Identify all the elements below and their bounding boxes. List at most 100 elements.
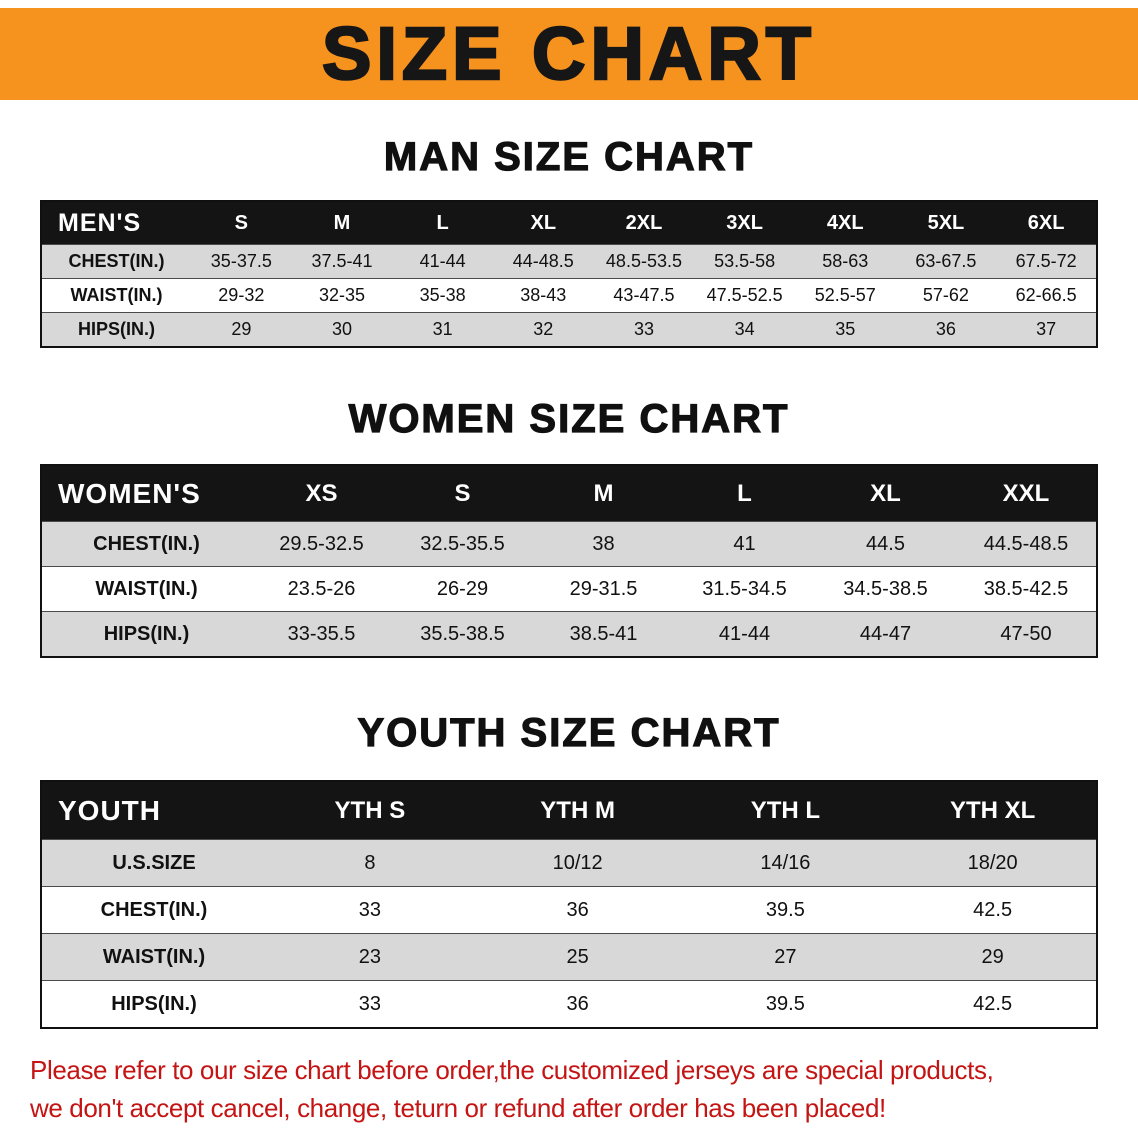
row-label: CHEST(IN.) — [41, 521, 251, 567]
size-value-cell: 29 — [889, 933, 1097, 981]
size-value-cell: 23 — [266, 933, 474, 981]
table-header-row: YOUTH YTH S YTH M YTH L YTH XL — [41, 781, 1097, 840]
size-value-cell: 33 — [266, 980, 474, 1028]
size-value-cell: 10/12 — [473, 839, 682, 887]
women-size-table: WOMEN'S XS S M L XL XXL CHEST(IN.) 29.5-32.5 32.5… — [0, 464, 1138, 658]
size-value-cell: 43-47.5 — [593, 278, 695, 313]
size-value-cell: 25 — [473, 933, 682, 981]
banner: SIZE CHART — [0, 8, 1138, 100]
size-value-cell: 33 — [593, 312, 695, 347]
size-column-header: XXL — [956, 465, 1097, 522]
men-size-section: MAN SIZE CHART MEN'S S M L XL 2XL 3XL 4XL 5XL 6XL… — [0, 134, 1138, 348]
table-row: HIPS(IN.) 33 36 39.5 42.5 — [41, 980, 1097, 1028]
youth-section-heading: YOUTH SIZE CHART — [357, 710, 781, 755]
size-value-cell: 32 — [492, 312, 594, 347]
size-value-cell: 18/20 — [889, 839, 1097, 887]
women-size-section: WOMEN SIZE CHART WOMEN'S XS S M L XL XXL CHEST(… — [0, 396, 1138, 658]
table-title-cell: YOUTH — [41, 781, 266, 840]
size-column-header: 4XL — [794, 201, 896, 245]
table-row: WAIST(IN.) 23 25 27 29 — [41, 933, 1097, 981]
size-value-cell: 31 — [392, 312, 493, 347]
size-value-cell: 33 — [266, 886, 474, 934]
table-title-cell: MEN'S — [41, 201, 191, 245]
row-label: HIPS(IN.) — [41, 611, 251, 657]
row-label: CHEST(IN.) — [41, 244, 191, 279]
size-value-cell: 44.5 — [815, 521, 956, 567]
size-value-cell: 48.5-53.5 — [593, 244, 695, 279]
size-value-cell: 34 — [694, 312, 795, 347]
youth-size-table: YOUTH YTH S YTH M YTH L YTH XL U.S.SIZE 8 10/12… — [0, 780, 1138, 1029]
size-value-cell: 42.5 — [889, 980, 1097, 1028]
size-value-cell: 32.5-35.5 — [392, 521, 533, 567]
size-column-header: 2XL — [593, 201, 695, 245]
youth-size-section: YOUTH SIZE CHART YOUTH YTH S YTH M YTH L YTH… — [0, 710, 1138, 1029]
size-value-cell: 38 — [533, 521, 674, 567]
size-column-header: 5XL — [895, 201, 997, 245]
size-table: YOUTH YTH S YTH M YTH L YTH XL U.S.SIZE 8 10/12… — [40, 780, 1098, 1029]
size-column-header: L — [674, 465, 815, 522]
size-column-header: YTH M — [473, 781, 682, 840]
size-value-cell: 31.5-34.5 — [674, 566, 815, 612]
size-value-cell: 36 — [895, 312, 997, 347]
size-value-cell: 33-35.5 — [251, 611, 392, 657]
size-value-cell: 23.5-26 — [251, 566, 392, 612]
disclaimer-line-1: Please refer to our size chart before or… — [30, 1055, 994, 1085]
table-header-row: WOMEN'S XS S M L XL XXL — [41, 465, 1097, 522]
size-value-cell: 47.5-52.5 — [694, 278, 795, 313]
disclaimer: Please refer to our size chart before or… — [30, 1051, 1118, 1127]
table-row: CHEST(IN.) 33 36 39.5 42.5 — [41, 886, 1097, 934]
size-column-header: YTH L — [681, 781, 890, 840]
size-value-cell: 41 — [674, 521, 815, 567]
size-value-cell: 53.5-58 — [694, 244, 795, 279]
table-row: WAIST(IN.) 23.5-26 26-29 29-31.5 31.5-34.5 34… — [41, 566, 1097, 612]
size-value-cell: 32-35 — [291, 278, 393, 313]
size-value-cell: 41-44 — [674, 611, 815, 657]
row-label: HIPS(IN.) — [41, 312, 191, 347]
size-value-cell: 29.5-32.5 — [251, 521, 392, 567]
size-value-cell: 67.5-72 — [996, 244, 1097, 279]
table-row: CHEST(IN.) 29.5-32.5 32.5-35.5 38 41 44.5 44.5… — [41, 521, 1097, 567]
row-label: WAIST(IN.) — [41, 278, 191, 313]
table-title-cell: WOMEN'S — [41, 465, 251, 522]
size-value-cell: 30 — [291, 312, 393, 347]
size-value-cell: 37 — [996, 312, 1097, 347]
size-column-header: 6XL — [996, 201, 1097, 245]
disclaimer-line-2: we don't accept cancel, change, teturn o… — [30, 1093, 886, 1123]
size-value-cell: 38-43 — [492, 278, 594, 313]
size-column-header: XL — [492, 201, 594, 245]
row-label: HIPS(IN.) — [41, 980, 266, 1028]
size-value-cell: 35-38 — [392, 278, 493, 313]
size-value-cell: 52.5-57 — [794, 278, 896, 313]
banner-title: SIZE CHART — [321, 12, 816, 95]
table-row: WAIST(IN.) 29-32 32-35 35-38 38-43 43-47.5 47.… — [41, 278, 1097, 313]
size-value-cell: 42.5 — [889, 886, 1097, 934]
size-value-cell: 44.5-48.5 — [956, 521, 1097, 567]
size-value-cell: 57-62 — [895, 278, 997, 313]
size-value-cell: 58-63 — [794, 244, 896, 279]
men-section-heading: MAN SIZE CHART — [383, 134, 755, 179]
table-row: HIPS(IN.) 33-35.5 35.5-38.5 38.5-41 41-44 44-… — [41, 611, 1097, 657]
size-column-header: S — [392, 465, 533, 522]
size-value-cell: 29-31.5 — [533, 566, 674, 612]
size-value-cell: 38.5-41 — [533, 611, 674, 657]
size-value-cell: 35-37.5 — [191, 244, 292, 279]
size-value-cell: 35.5-38.5 — [392, 611, 533, 657]
table-row: CHEST(IN.) 35-37.5 37.5-41 41-44 44-48.5 48.5… — [41, 244, 1097, 279]
size-table: WOMEN'S XS S M L XL XXL CHEST(IN.) 29.5-32.5 32.5… — [40, 464, 1098, 658]
size-value-cell: 41-44 — [392, 244, 493, 279]
table-row: HIPS(IN.) 29 30 31 32 33 34 35 36 37 — [41, 312, 1097, 347]
size-value-cell: 14/16 — [681, 839, 890, 887]
size-value-cell: 44-48.5 — [492, 244, 594, 279]
size-value-cell: 29 — [191, 312, 292, 347]
size-column-header: XL — [815, 465, 956, 522]
size-value-cell: 36 — [473, 980, 682, 1028]
size-column-header: 3XL — [694, 201, 795, 245]
row-label: U.S.SIZE — [41, 839, 266, 887]
row-label: WAIST(IN.) — [41, 933, 266, 981]
size-value-cell: 8 — [266, 839, 474, 887]
size-value-cell: 39.5 — [681, 886, 890, 934]
table-row: U.S.SIZE 8 10/12 14/16 18/20 — [41, 839, 1097, 887]
size-value-cell: 29-32 — [191, 278, 292, 313]
row-label: WAIST(IN.) — [41, 566, 251, 612]
